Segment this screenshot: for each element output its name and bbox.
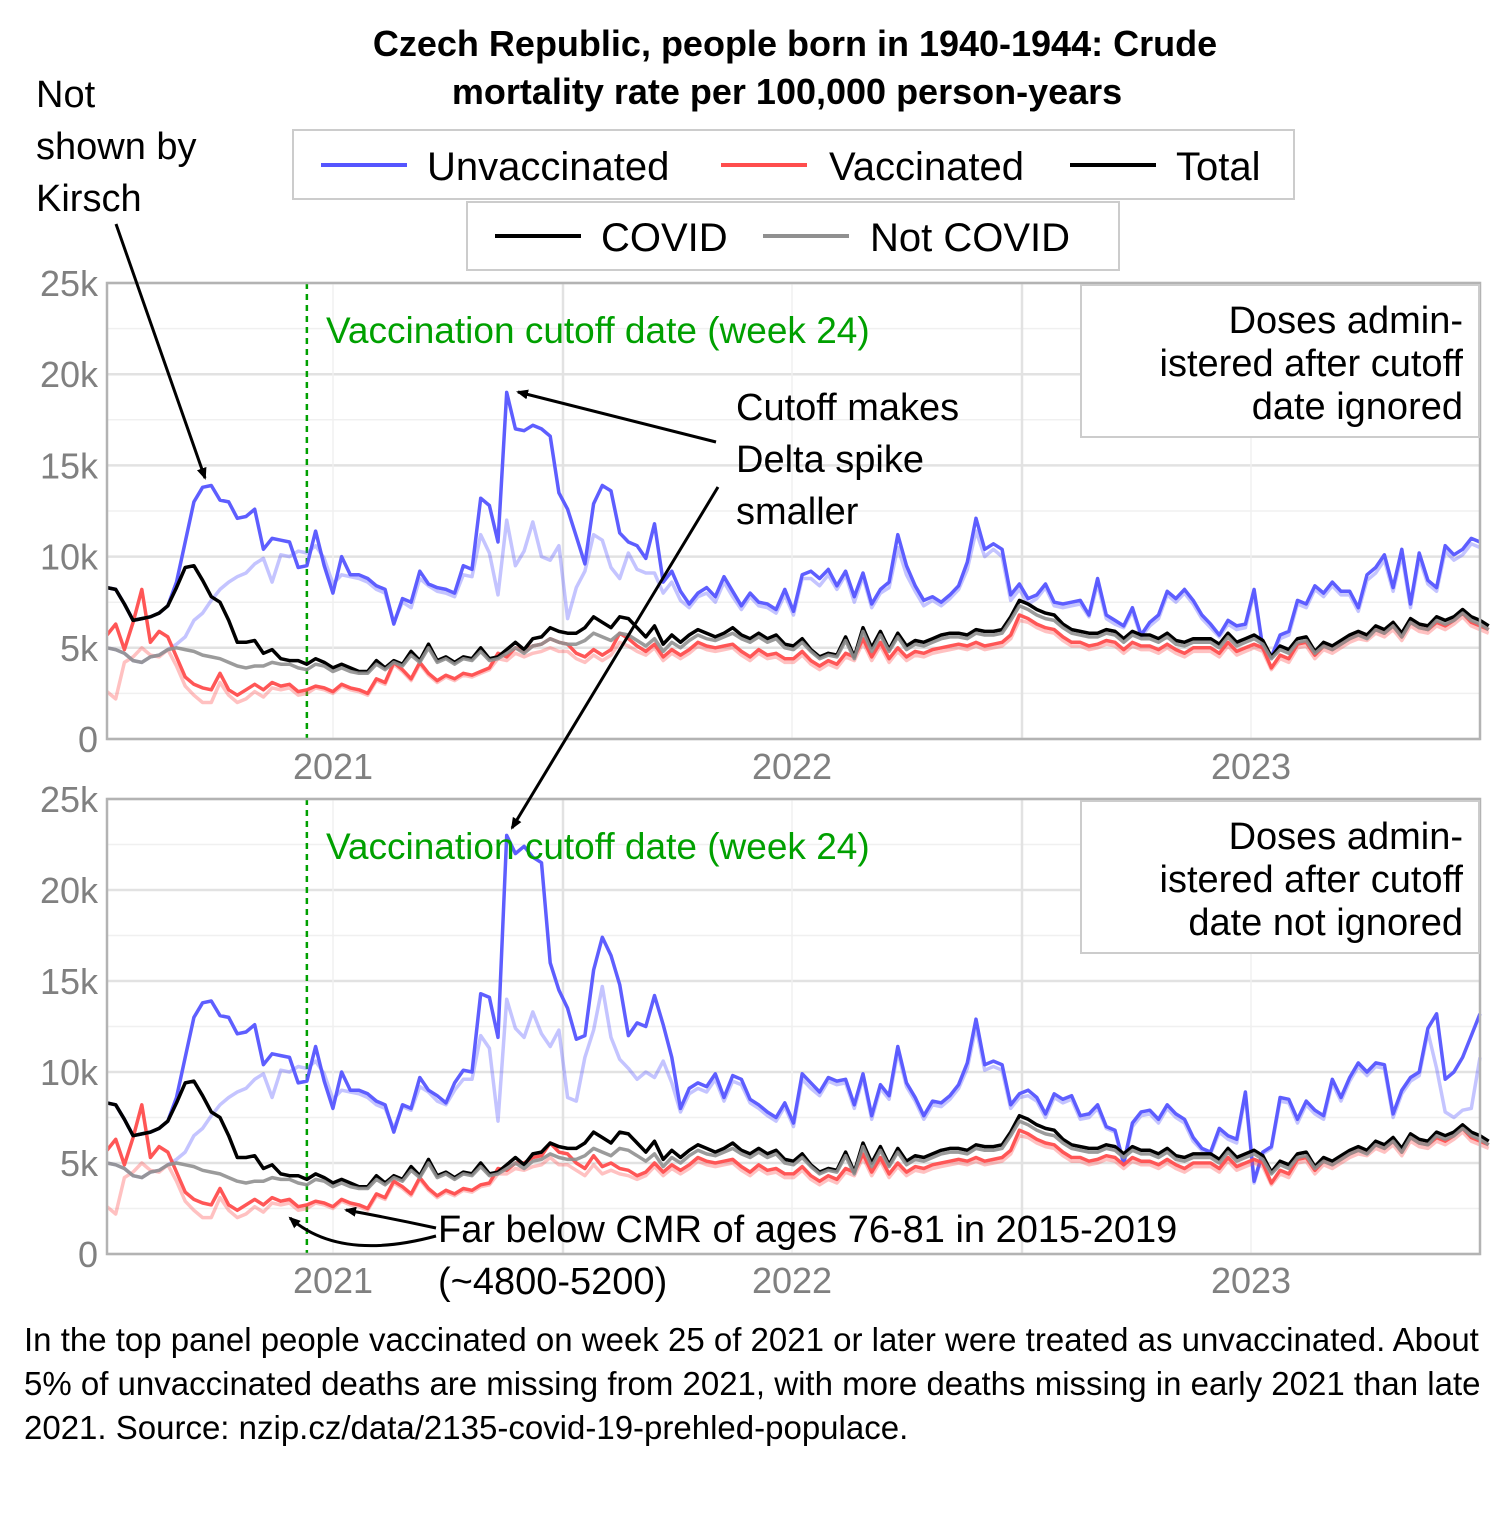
- panel-label-line: Doses admin-: [1229, 300, 1463, 342]
- x-tick-label: 2021: [293, 746, 373, 787]
- legend-label-unvaccinated: Unvaccinated: [427, 145, 669, 189]
- y-tick-label: 20k: [40, 870, 99, 911]
- y-tick-label: 15k: [40, 961, 99, 1002]
- panel-label-line: Doses admin-: [1229, 816, 1463, 858]
- panel-label-line: date not ignored: [1188, 902, 1463, 944]
- cutoff-label: Vaccination cutoff date (week 24): [326, 826, 870, 867]
- annotation-kirsch-line-1: Not: [36, 74, 96, 116]
- plot-border: [105, 281, 1482, 741]
- legend-label-covid: COVID: [601, 216, 728, 260]
- y-tick-label: 25k: [40, 263, 99, 304]
- series-line-unvaccinated-total: [106, 390, 1481, 659]
- series-line-total-total: [106, 1079, 1490, 1189]
- y-tick-label: 0: [78, 719, 98, 760]
- y-tick-label: 0: [78, 1234, 98, 1275]
- annotation-delta-line-2: Delta spike: [736, 439, 924, 481]
- caption: In the top panel people vaccinated on we…: [24, 1321, 1481, 1446]
- legend-label-vaccinated: Vaccinated: [829, 145, 1024, 189]
- annotation-cmr-arrow-1: [344, 1206, 437, 1230]
- panel-label-box: [1080, 284, 1480, 438]
- x-tick-label: 2022: [752, 1260, 832, 1301]
- annotation-cmr-line-1: Far below CMR of ages 76-81 in 2015-2019: [438, 1209, 1177, 1251]
- annotation-delta-line-1: Cutoff makes: [736, 387, 959, 429]
- y-tick-label: 5k: [60, 628, 99, 669]
- annotation-kirsch-arrow: [114, 223, 207, 480]
- series-line-vaccinated-not-covid: [105, 615, 1490, 705]
- annotation-kirsch-line-3: Kirsch: [36, 178, 142, 220]
- y-tick-label: 20k: [40, 354, 99, 395]
- annotation-delta-line-3: smaller: [736, 491, 859, 533]
- panel-label-line: istered after cutoff: [1160, 859, 1464, 901]
- series-line-total-not-covid: [106, 604, 1490, 676]
- annotation-delta-arrow-bottom: [510, 486, 720, 830]
- legend-label-not-covid: Not COVID: [870, 216, 1070, 260]
- y-tick-label: 15k: [40, 445, 99, 486]
- panel-label-line: istered after cutoff: [1160, 343, 1464, 385]
- annotation-cmr-line-2: (~4800-5200): [438, 1261, 667, 1303]
- annotation-cmr-arrow-2: [288, 1216, 437, 1248]
- y-tick-label: 5k: [60, 1143, 99, 1184]
- panel-label-box: [1080, 800, 1480, 954]
- annotation-delta-arrow-top: [516, 389, 717, 444]
- annotation-kirsch-line-2: shown by: [36, 126, 197, 168]
- series-line-vaccinated-total: [105, 1103, 1490, 1213]
- y-tick-label: 10k: [40, 1052, 99, 1093]
- y-tick-label: 25k: [40, 779, 99, 820]
- plot-border: [105, 797, 1482, 1256]
- x-tick-label: 2023: [1211, 746, 1291, 787]
- series-line-total-not-covid: [106, 1119, 1490, 1191]
- cutoff-label: Vaccination cutoff date (week 24): [326, 310, 870, 351]
- chart-title-line-1: Czech Republic, people born in 1940-1944…: [373, 23, 1217, 64]
- panel-top: 0 5k 10k 15k 20k 25k 2021 2022 2023 Vaccination c…: [40, 263, 1490, 787]
- x-tick-label: 2023: [1211, 1260, 1291, 1301]
- series-line-total-total: [106, 563, 1490, 674]
- series-line-vaccinated-total: [105, 587, 1490, 697]
- panel-label-line: date ignored: [1252, 386, 1463, 428]
- series-line-vaccinated-not-covid: [105, 1130, 1490, 1220]
- legend-label-total: Total: [1176, 145, 1261, 189]
- x-tick-label: 2021: [293, 1260, 373, 1301]
- chart-title-line-2: mortality rate per 100,000 person-years: [452, 71, 1122, 112]
- y-tick-label: 10k: [40, 537, 99, 578]
- panel-bottom: 0 5k 10k 15k 20k 25k 2021 2022 2023 Vaccination c…: [40, 779, 1490, 1301]
- x-tick-label: 2022: [752, 746, 832, 787]
- series-line-unvaccinated-not-covid: [106, 518, 1481, 665]
